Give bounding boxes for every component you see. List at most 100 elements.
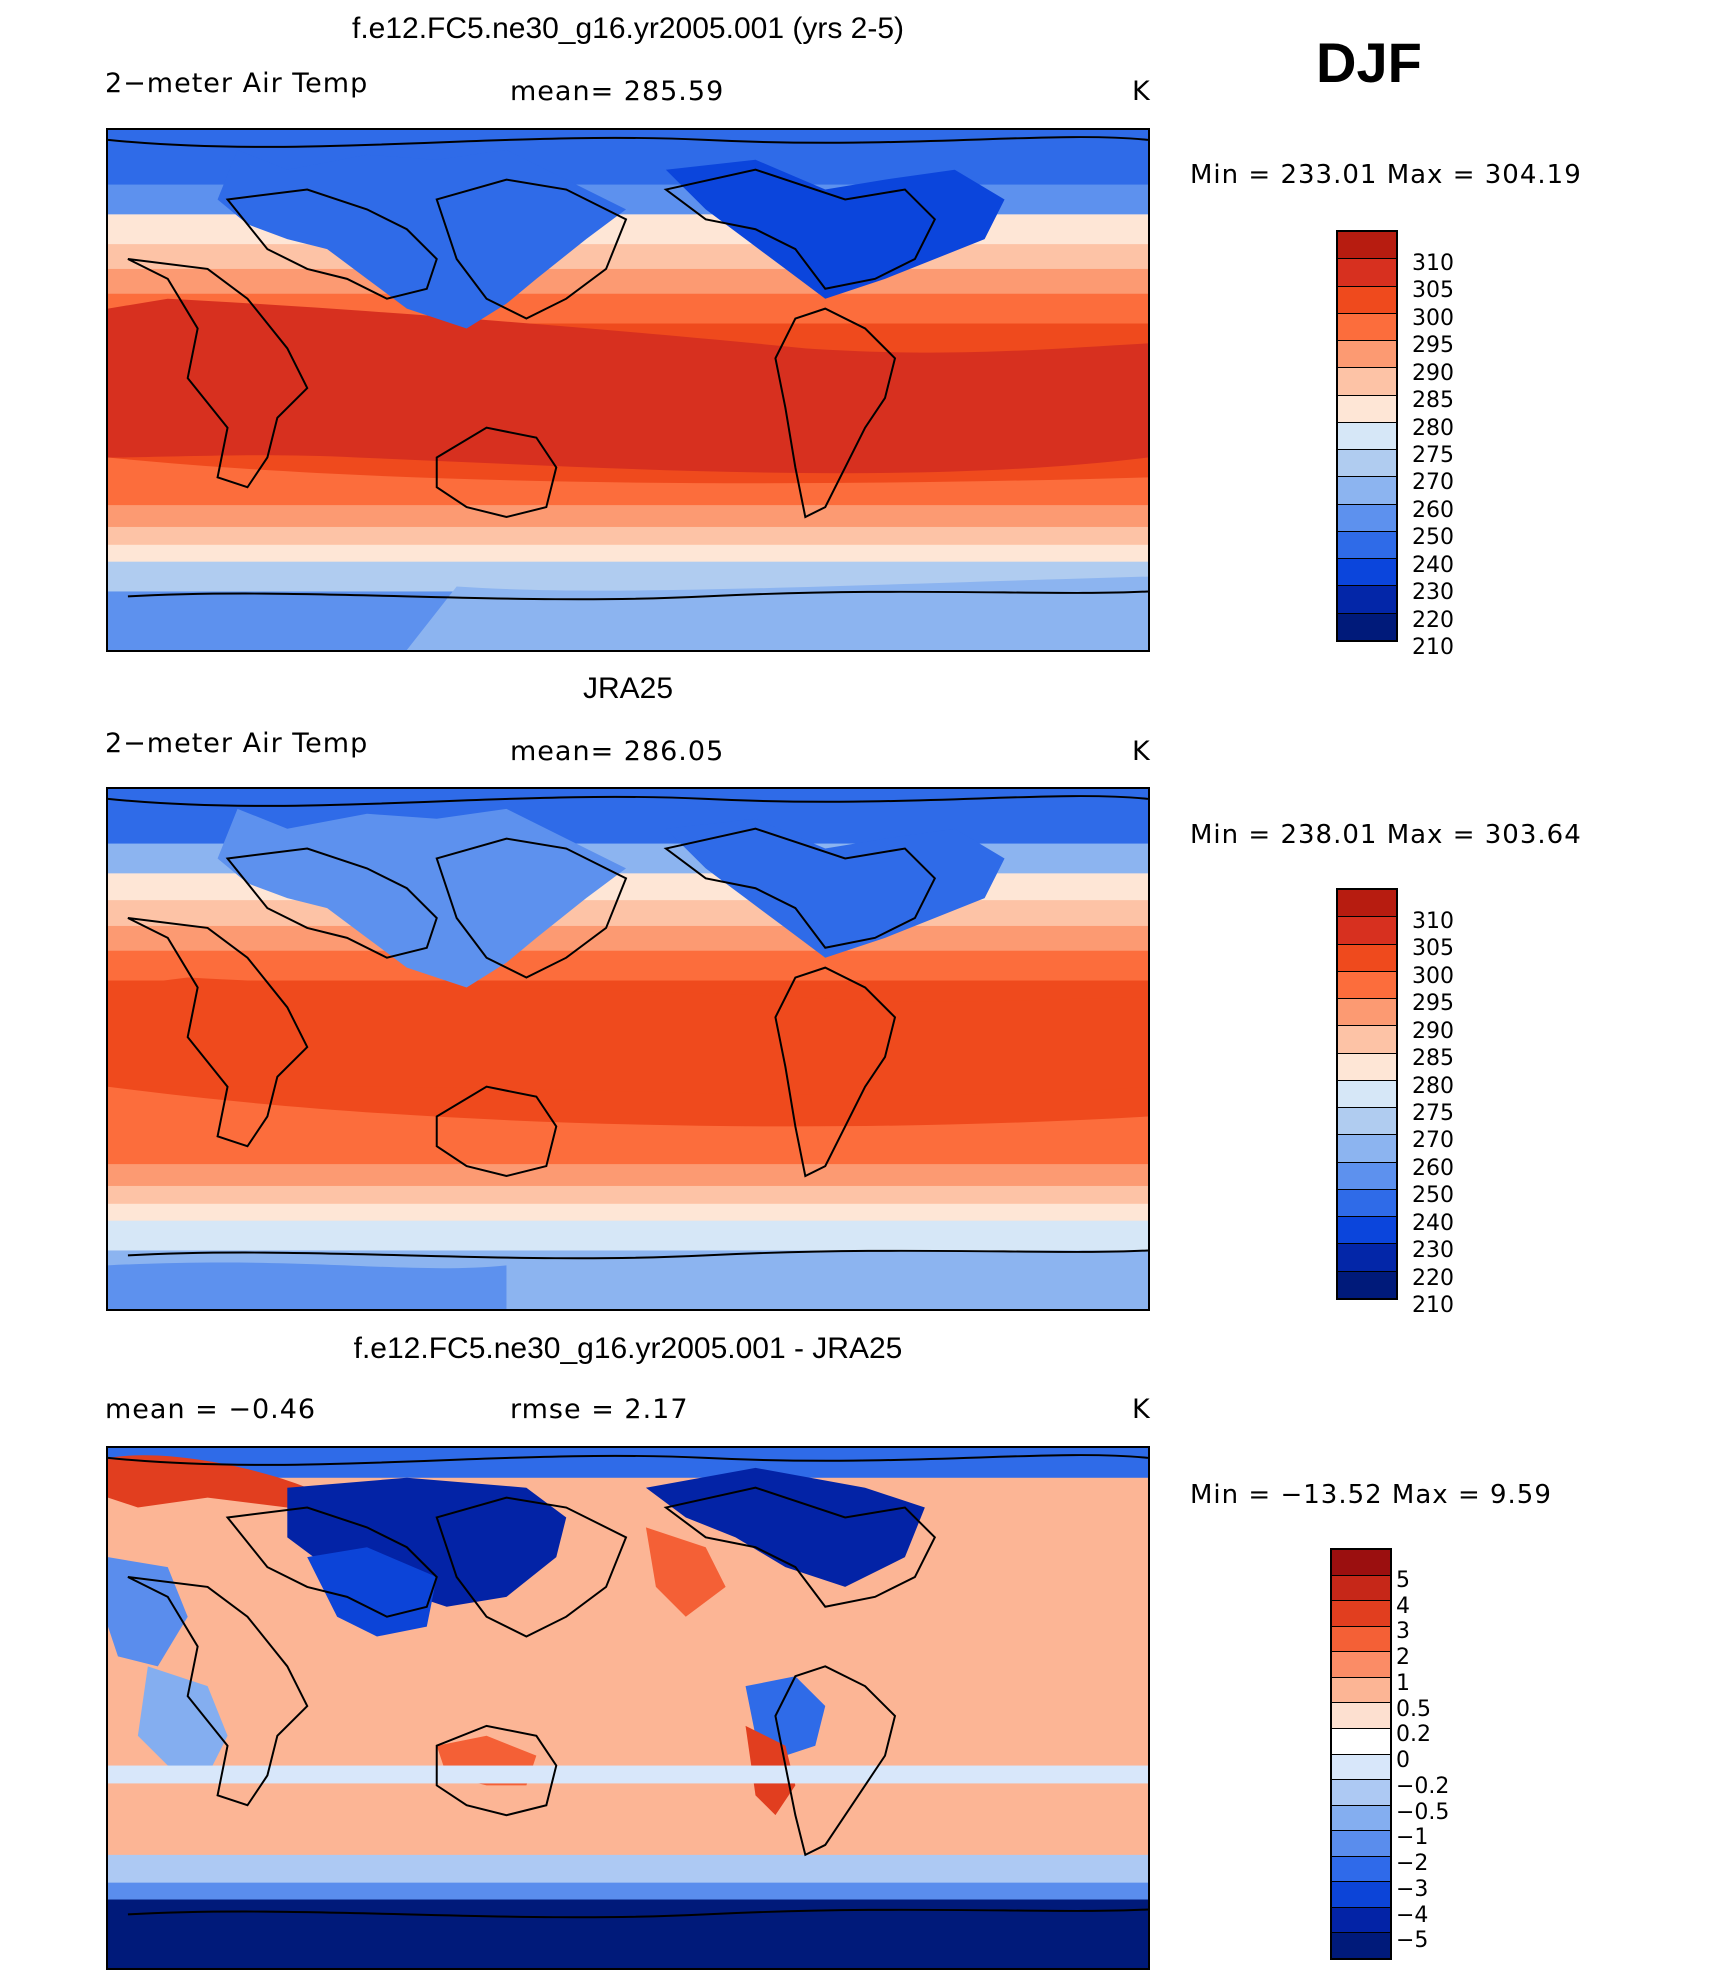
- colorbar-swatch: [1332, 1703, 1390, 1729]
- colorbar-tick-label: 310: [1412, 250, 1454, 276]
- panel-1-units-label: K: [1132, 76, 1151, 107]
- colorbar-swatch: [1332, 1882, 1390, 1908]
- colorbar-tick-label: 4: [1396, 1593, 1410, 1619]
- panel-2-variable-label: 2−meter Air Temp: [105, 728, 369, 759]
- colorbar-swatch: [1338, 917, 1396, 945]
- colorbar-tick-label: 275: [1412, 443, 1454, 468]
- colorbar-tick-label: 1: [1396, 1670, 1410, 1696]
- panel-2-mean-label: mean= 286.05: [510, 736, 725, 767]
- colorbar-swatch: [1338, 341, 1396, 369]
- colorbar-swatch: [1338, 368, 1396, 396]
- colorbar-tick-label: 300: [1412, 305, 1454, 331]
- colorbar-swatch: [1332, 1933, 1390, 1958]
- colorbar-tick-label: 305: [1412, 936, 1454, 962]
- colorbar-swatch: [1338, 1244, 1396, 1272]
- colorbar-tick-label: 0: [1396, 1748, 1410, 1774]
- colorbar-tick-label: 305: [1412, 278, 1454, 304]
- colorbar-swatch: [1332, 1601, 1390, 1627]
- colorbar-tick-label: 290: [1412, 360, 1454, 386]
- colorbar-tick-label: −0.2: [1396, 1773, 1450, 1799]
- panel-1-map: [106, 128, 1150, 652]
- panel-2-units-label: K: [1132, 736, 1151, 767]
- colorbar-tick-label: 310: [1412, 908, 1454, 934]
- colorbar-tick-label: 3: [1396, 1619, 1410, 1645]
- panel-1-colorbar-labels: 310 305 300 295 290 285 280 275 270 260 250 240 230 2…: [1412, 240, 1492, 659]
- colorbar-tick-label: 295: [1412, 333, 1454, 359]
- colorbar-tick-label: 275: [1412, 1101, 1454, 1126]
- colorbar-tick-label: 270: [1412, 470, 1454, 496]
- colorbar-tick-label: 250: [1412, 1183, 1454, 1209]
- colorbar-swatch: [1338, 1271, 1396, 1298]
- colorbar-tick-label: −3: [1396, 1876, 1429, 1902]
- colorbar-swatch: [1332, 1550, 1390, 1576]
- colorbar-swatch: [1338, 1026, 1396, 1054]
- colorbar-swatch: [1338, 944, 1396, 972]
- panel-3-map: [106, 1446, 1150, 1970]
- colorbar-tick-label: 285: [1412, 1046, 1454, 1072]
- colorbar-tick-label: 280: [1412, 415, 1454, 441]
- colorbar-swatch: [1332, 1677, 1390, 1704]
- colorbar-tick-label: 240: [1412, 552, 1454, 578]
- colorbar-swatch: [1338, 613, 1396, 640]
- panel-2-minmax: Min = 238.01 Max = 303.64: [1190, 820, 1582, 850]
- colorbar-tick-label: −5: [1396, 1928, 1429, 1954]
- colorbar-swatch: [1332, 1831, 1390, 1857]
- colorbar-swatch: [1332, 1575, 1390, 1602]
- colorbar-swatch: [1338, 232, 1396, 260]
- colorbar-tick-label: 0.2: [1396, 1722, 1431, 1748]
- colorbar-tick-label: 260: [1412, 1155, 1454, 1181]
- colorbar-tick-label: 250: [1412, 525, 1454, 551]
- colorbar-swatch: [1338, 313, 1396, 342]
- colorbar-swatch: [1332, 1856, 1390, 1883]
- panel-2-colorbar-labels: 310 305 300 295 290 285 280 275 270 260 250 240 230 2…: [1412, 898, 1492, 1317]
- colorbar-tick-label: −0.5: [1396, 1799, 1450, 1825]
- colorbar-tick-label: 230: [1412, 580, 1454, 606]
- colorbar-tick-label: 5: [1396, 1567, 1410, 1593]
- season-label: DJF: [1316, 31, 1422, 94]
- panel-2-colorbar: [1336, 888, 1398, 1300]
- colorbar-swatch: [1338, 1162, 1396, 1190]
- colorbar-swatch: [1338, 1108, 1396, 1136]
- colorbar-swatch: [1338, 1080, 1396, 1109]
- colorbar-tick-label: 300: [1412, 963, 1454, 989]
- panel-2-map: [106, 787, 1150, 1311]
- colorbar-swatch: [1338, 971, 1396, 1000]
- colorbar-tick-label: 295: [1412, 991, 1454, 1017]
- colorbar-swatch: [1338, 559, 1396, 587]
- panel-3-colorbar-labels: 5 4 3 2 1 0.5 0.2 0 −0.2 −0.5 −1 −2 −3 −4 −5: [1396, 1558, 1476, 1970]
- colorbar-tick-label: 240: [1412, 1210, 1454, 1236]
- colorbar-swatch: [1332, 1907, 1390, 1934]
- colorbar-swatch: [1338, 586, 1396, 614]
- panel-3-units-label: K: [1132, 1394, 1151, 1425]
- colorbar-tick-label: 260: [1412, 497, 1454, 523]
- colorbar-swatch: [1332, 1805, 1390, 1832]
- colorbar-swatch: [1332, 1728, 1390, 1755]
- panel-2-title: JRA25: [582, 672, 674, 705]
- colorbar-tick-label: 2: [1396, 1645, 1410, 1671]
- panel-3-rmse-label: rmse = 2.17: [510, 1394, 689, 1425]
- colorbar-tick-label: 0.5: [1396, 1696, 1431, 1722]
- panel-1-mean-label: mean= 285.59: [510, 76, 725, 107]
- panel-1-title: f.e12.FC5.ne30_g16.yr2005.001 (yrs 2-5): [352, 12, 904, 45]
- panel-3-colorbar: [1330, 1548, 1392, 1960]
- colorbar-swatch: [1338, 1135, 1396, 1163]
- colorbar-tick-label: −1: [1396, 1825, 1429, 1851]
- colorbar-tick-label: −4: [1396, 1902, 1429, 1928]
- colorbar-tick-label: 285: [1412, 388, 1454, 414]
- colorbar-swatch: [1338, 531, 1396, 560]
- colorbar-tick-label: 290: [1412, 1018, 1454, 1044]
- colorbar-tick-label: 230: [1412, 1238, 1454, 1264]
- colorbar-tick-label: 220: [1412, 607, 1454, 633]
- colorbar-swatch: [1338, 1053, 1396, 1081]
- colorbar-swatch: [1338, 395, 1396, 423]
- colorbar-tick-label: 210: [1412, 635, 1454, 661]
- colorbar-tick-label: 210: [1412, 1293, 1454, 1319]
- colorbar-swatch: [1338, 259, 1396, 287]
- colorbar-swatch: [1332, 1780, 1390, 1806]
- colorbar-swatch: [1338, 422, 1396, 451]
- colorbar-tick-label: 270: [1412, 1128, 1454, 1154]
- colorbar-tick-label: 280: [1412, 1073, 1454, 1099]
- colorbar-swatch: [1338, 1217, 1396, 1245]
- panel-1-minmax: Min = 233.01 Max = 304.19: [1190, 160, 1582, 190]
- panel-1-colorbar: [1336, 230, 1398, 642]
